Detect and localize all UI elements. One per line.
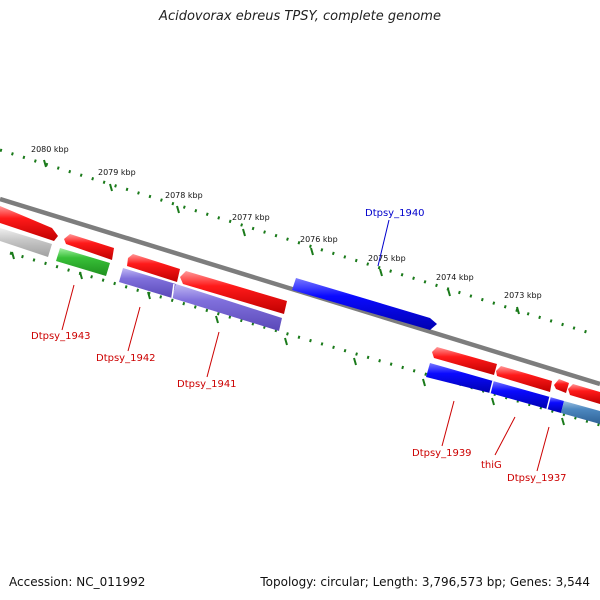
major-tick (43, 159, 47, 168)
accession-text: Accession: NC_011992 (9, 575, 146, 589)
gene-arrow[interactable] (127, 254, 180, 282)
gene-label[interactable]: Dtpsy_1939 (412, 448, 472, 459)
minor-tick (215, 315, 219, 324)
gene-divider (489, 380, 494, 394)
major-tick (109, 183, 113, 192)
label-leader (494, 416, 516, 456)
inner-tick-ring (9, 251, 600, 427)
minor-tick (79, 271, 83, 280)
gene-label[interactable]: thiG (481, 460, 502, 471)
kbp-label: 2079 kbp (98, 168, 136, 177)
minor-tick (147, 291, 151, 300)
gene-label[interactable]: Dtpsy_1942 (96, 353, 156, 364)
gene-divider (546, 396, 551, 410)
label-leader (127, 306, 141, 352)
outer-tick-ring (0, 148, 591, 335)
gene-arrow[interactable] (554, 379, 569, 393)
gene-block[interactable] (490, 381, 550, 409)
gene-divider (171, 283, 175, 299)
gene-label[interactable]: Dtpsy_1940 (365, 208, 425, 219)
gene-label[interactable]: Dtpsy_1941 (177, 379, 237, 390)
gene-arrow[interactable] (64, 234, 114, 260)
gene-block[interactable] (561, 401, 600, 424)
minor-tick (11, 251, 15, 260)
kbp-label: 2077 kbp (232, 213, 270, 222)
minor-tick (491, 397, 495, 406)
gene-arrow[interactable] (432, 347, 497, 375)
major-tick (176, 205, 180, 214)
gene-block[interactable] (172, 284, 282, 331)
label-leader (206, 331, 220, 378)
map-title: Acidovorax ebreus TPSY, complete genome (159, 9, 441, 24)
gene-block[interactable] (426, 363, 493, 393)
minor-tick (353, 357, 357, 366)
major-tick (242, 228, 246, 237)
gene-label[interactable]: Dtpsy_1937 (507, 473, 567, 484)
major-tick (447, 288, 451, 297)
label-leader (377, 219, 390, 267)
gene-block[interactable] (547, 397, 564, 413)
label-leader (536, 426, 550, 472)
minor-tick (561, 417, 565, 426)
label-leader (61, 284, 75, 331)
gene-block[interactable] (119, 268, 176, 298)
gene-arrow[interactable] (180, 271, 287, 314)
minor-tick (284, 337, 288, 346)
kbp-label: 2075 kbp (368, 254, 406, 263)
kbp-label: 2073 kbp (504, 291, 542, 300)
genome-summary-text: Topology: circular; Length: 3,796,573 bp… (260, 575, 590, 589)
major-tick (516, 306, 520, 315)
minor-tick (422, 378, 426, 387)
major-tick (310, 247, 314, 256)
kbp-label: 2078 kbp (165, 191, 203, 200)
kbp-label: 2074 kbp (436, 273, 474, 282)
gene-arrow[interactable] (568, 384, 600, 404)
label-leader (441, 400, 455, 447)
kbp-label: 2080 kbp (31, 145, 69, 154)
gene-block[interactable] (0, 228, 52, 257)
gene-label[interactable]: Dtpsy_1943 (31, 331, 91, 342)
gene-arrow[interactable] (0, 206, 58, 241)
gene-arrow[interactable] (496, 366, 552, 392)
gene-block[interactable] (56, 248, 110, 276)
kbp-label: 2076 kbp (300, 235, 338, 244)
gene-arrow[interactable] (292, 278, 437, 330)
major-tick (379, 268, 383, 277)
